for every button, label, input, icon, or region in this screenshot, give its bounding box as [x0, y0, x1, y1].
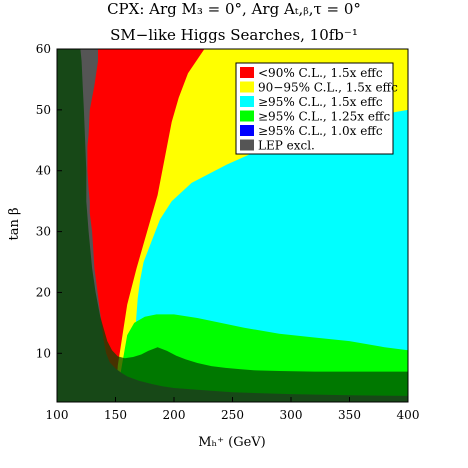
legend-swatch [240, 81, 254, 93]
legend-label: 90−95% C.L., 1.5x effc [258, 81, 398, 95]
legend-label: LEP excl. [258, 139, 315, 153]
y-tick-label: 50 [36, 103, 51, 117]
x-axis: 100 150 200 250 300 350 400 [46, 397, 420, 422]
overlay-region-0 [57, 49, 408, 402]
y-tick-label: 20 [36, 285, 51, 299]
x-tick-label: 150 [104, 408, 127, 422]
x-tick-label: 200 [163, 408, 186, 422]
legend-label: ≥95% C.L., 1.25x effc [258, 110, 390, 124]
x-tick-label: 300 [280, 408, 303, 422]
overlay-layer [57, 49, 408, 402]
y-tick-label: 40 [36, 164, 51, 178]
x-tick-label: 350 [338, 408, 361, 422]
x-tick-label: 100 [46, 408, 69, 422]
legend-label: <90% C.L., 1.5x effc [258, 66, 383, 80]
legend-swatch [240, 125, 254, 136]
x-tick-label: 400 [397, 408, 420, 422]
title-line-1: CPX: Arg M₃ = 0°, Arg Aₜ,ᵦ,τ = 0° [107, 0, 361, 18]
legend-swatch [240, 139, 254, 151]
x-axis-label: Mₕ⁺ (GeV) [198, 435, 266, 450]
legend-swatch [240, 110, 254, 122]
title-line-2: SM−like Higgs Searches, 10fb⁻¹ [110, 26, 358, 44]
title: CPX: Arg M₃ = 0°, Arg Aₜ,ᵦ,τ = 0° SM−lik… [107, 0, 361, 44]
y-axis-label: tan β [7, 208, 22, 241]
legend-swatch [240, 96, 254, 107]
y-tick-label: 10 [36, 346, 51, 360]
y-tick-label: 60 [36, 42, 51, 56]
y-tick-label: 30 [36, 225, 51, 239]
legend-label: ≥95% C.L., 1.0x effc [258, 124, 383, 138]
legend-swatch [240, 67, 254, 78]
legend-label: ≥95% C.L., 1.5x effc [258, 95, 383, 109]
y-axis: 10 20 30 40 50 60 [36, 42, 62, 360]
x-tick-label: 250 [221, 408, 244, 422]
legend-box [235, 62, 394, 155]
